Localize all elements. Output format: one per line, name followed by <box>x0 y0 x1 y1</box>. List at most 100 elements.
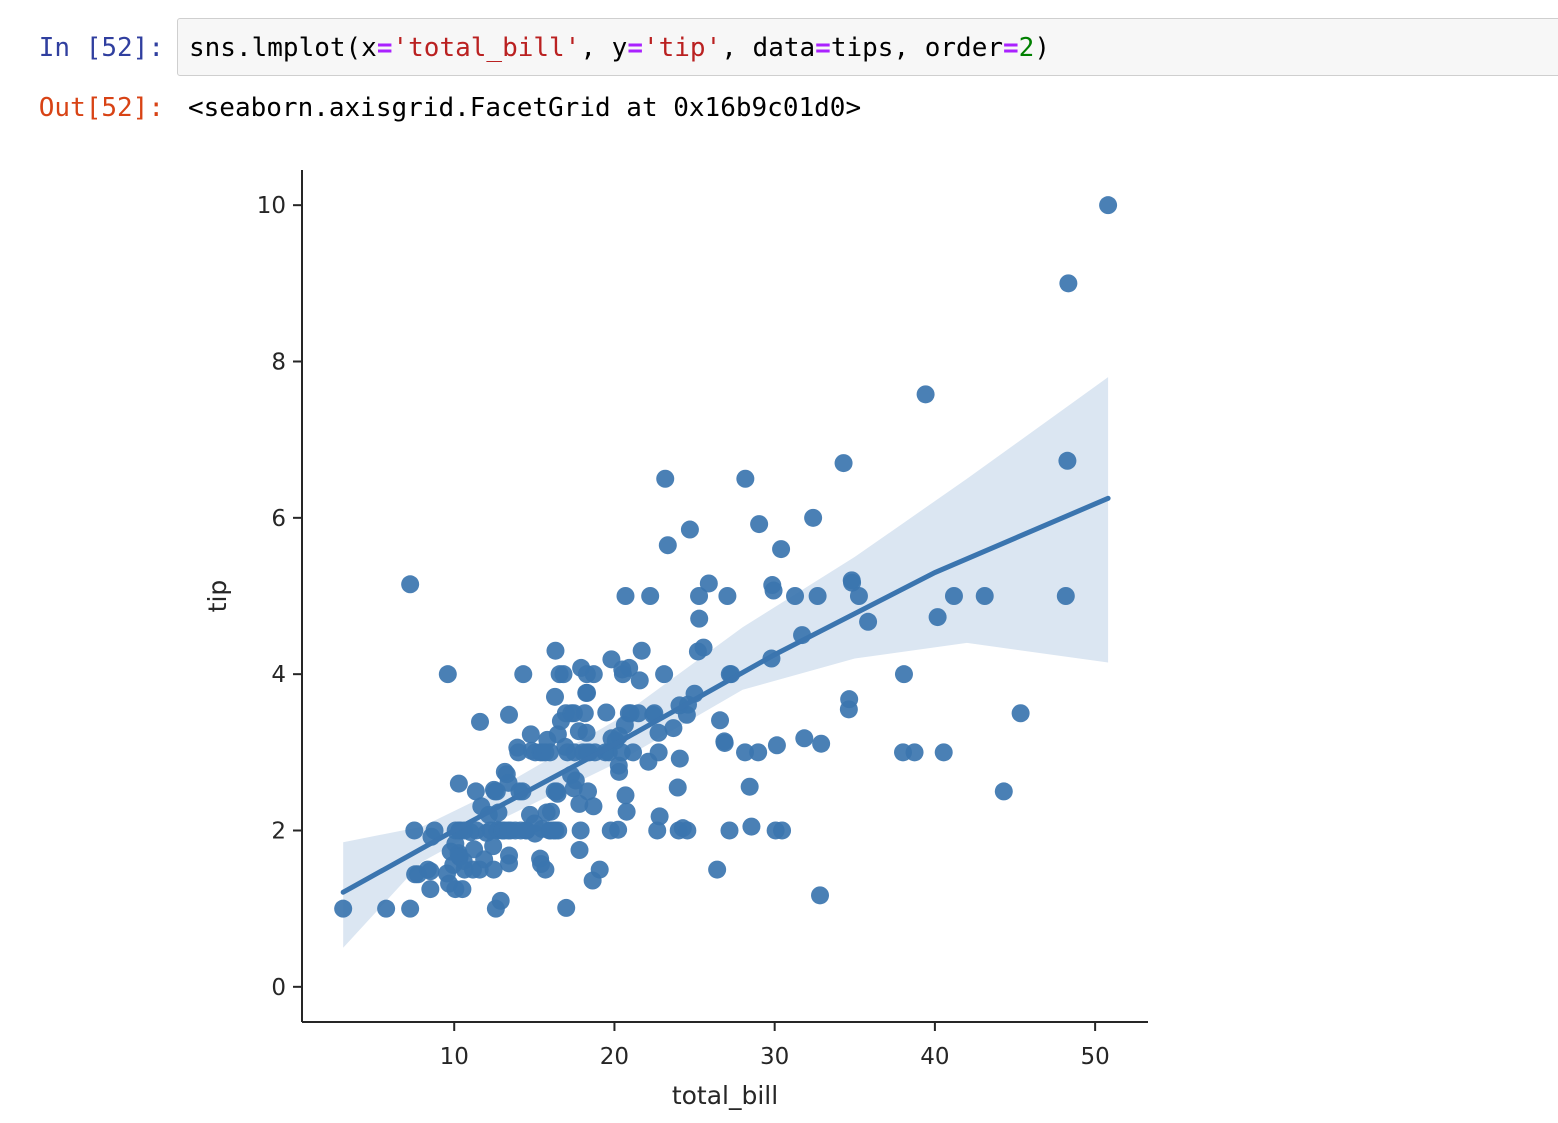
scatter-point <box>575 704 594 723</box>
y-tick-label: 2 <box>271 818 286 844</box>
scatter-point <box>484 860 503 879</box>
scatter-point <box>670 749 689 768</box>
scatter-point <box>1056 587 1075 605</box>
scatter-point <box>934 743 953 762</box>
y-tick-label: 4 <box>271 662 286 688</box>
scatter-point <box>656 469 675 488</box>
x-axis-label: total_bill <box>672 1081 778 1110</box>
scatter-point <box>772 540 791 559</box>
scatter-point <box>491 891 510 910</box>
scatter-point <box>438 665 457 684</box>
scatter-point <box>658 536 677 555</box>
scatter-point <box>610 762 629 781</box>
scatter-point <box>617 802 636 821</box>
scatter-point <box>694 638 713 657</box>
scatter-point <box>1011 704 1030 723</box>
regression-line-layer <box>340 495 1111 895</box>
scatter-point <box>795 729 814 748</box>
scatter-point <box>994 782 1013 801</box>
scatter-point <box>554 665 573 684</box>
scatter-point <box>421 862 440 881</box>
scatter-point <box>715 733 734 752</box>
scatter-point <box>484 837 503 856</box>
scatter-point <box>649 743 668 762</box>
code-token: , y <box>580 33 628 63</box>
scatter-point <box>570 841 589 860</box>
input-prompt: In [52]: <box>38 33 164 63</box>
scatter-point <box>786 587 805 605</box>
x-tick-label: 50 <box>1080 1044 1109 1070</box>
scatter-point <box>401 575 420 594</box>
axes-layer: 10 20 30 40 50 0 2 4 6 8 10 total_bill tip <box>203 170 1148 1110</box>
scatter-point <box>720 821 739 840</box>
scatter-point <box>630 671 649 690</box>
scatter-point <box>577 723 596 742</box>
scatter-point <box>521 725 540 744</box>
scatter-point <box>849 587 868 605</box>
scatter-point <box>975 587 994 605</box>
x-tick-label: 30 <box>760 1044 789 1070</box>
scatter-point <box>471 712 490 731</box>
scatter-point <box>894 665 913 684</box>
code-token: = <box>815 33 831 63</box>
scatter-point <box>500 705 519 724</box>
scatter-point <box>668 778 687 797</box>
scatter-point <box>804 508 823 527</box>
scatter-point <box>944 587 963 605</box>
scatter-point <box>629 704 648 723</box>
output-prompt: Out[52]: <box>38 93 164 123</box>
scatter-point <box>449 774 468 793</box>
code-cell-editor[interactable]: sns.lmplot(x='total_bill', y='tip', data… <box>177 18 1558 76</box>
scatter-point <box>401 899 420 918</box>
scatter-point <box>405 821 424 840</box>
scatter-points-layer <box>334 196 1118 918</box>
scatter-point <box>764 581 783 600</box>
y-tick-label: 10 <box>257 193 286 219</box>
scatter-point <box>742 817 761 836</box>
output-text: <seaborn.axisgrid.FacetGrid at 0x16b9c01… <box>188 93 862 123</box>
scatter-point <box>680 520 699 539</box>
scatter-point <box>545 687 564 706</box>
confidence-band <box>343 377 1109 948</box>
scatter-point <box>740 777 759 796</box>
code-token: sns.lmplot(x <box>189 33 377 63</box>
scatter-point <box>421 880 440 899</box>
scatter-point <box>578 683 597 702</box>
scatter-point <box>749 743 768 762</box>
scatter-point <box>928 608 947 627</box>
scatter-point <box>811 886 830 905</box>
code-line[interactable]: sns.lmplot(x='total_bill', y='tip', data… <box>189 33 1050 63</box>
scatter-point <box>570 794 589 813</box>
scatter-point <box>1058 451 1077 470</box>
scatter-point <box>708 860 727 879</box>
scatter-point <box>466 782 485 801</box>
scatter-point <box>690 609 709 628</box>
scatter-point <box>616 786 635 805</box>
code-token: = <box>627 33 643 63</box>
code-token: 'total_bill' <box>392 33 581 63</box>
scatter-point <box>678 821 697 840</box>
scatter-point <box>425 821 444 840</box>
x-tick-label: 40 <box>920 1044 949 1070</box>
y-axis-label: tip <box>203 580 232 613</box>
code-token: 2 <box>1018 33 1035 63</box>
code-token: , data <box>721 33 816 63</box>
scatter-point <box>584 665 603 684</box>
scatter-point <box>584 797 603 816</box>
code-token: ) <box>1034 33 1050 63</box>
scatter-point <box>624 743 643 762</box>
x-tick-label: 10 <box>440 1044 469 1070</box>
scatter-point <box>509 743 528 762</box>
scatter-point <box>334 899 353 918</box>
scatter-point <box>632 641 651 660</box>
scatter-point <box>590 860 609 879</box>
scatter-point <box>773 821 792 840</box>
scatter-point <box>1099 196 1118 215</box>
scatter-point <box>541 743 560 762</box>
scatter-point <box>620 658 639 677</box>
scatter-point <box>843 573 862 592</box>
scatter-point <box>579 782 598 801</box>
scatter-point <box>767 736 786 755</box>
y-tick-label: 6 <box>271 506 286 532</box>
scatter-point <box>655 665 674 684</box>
